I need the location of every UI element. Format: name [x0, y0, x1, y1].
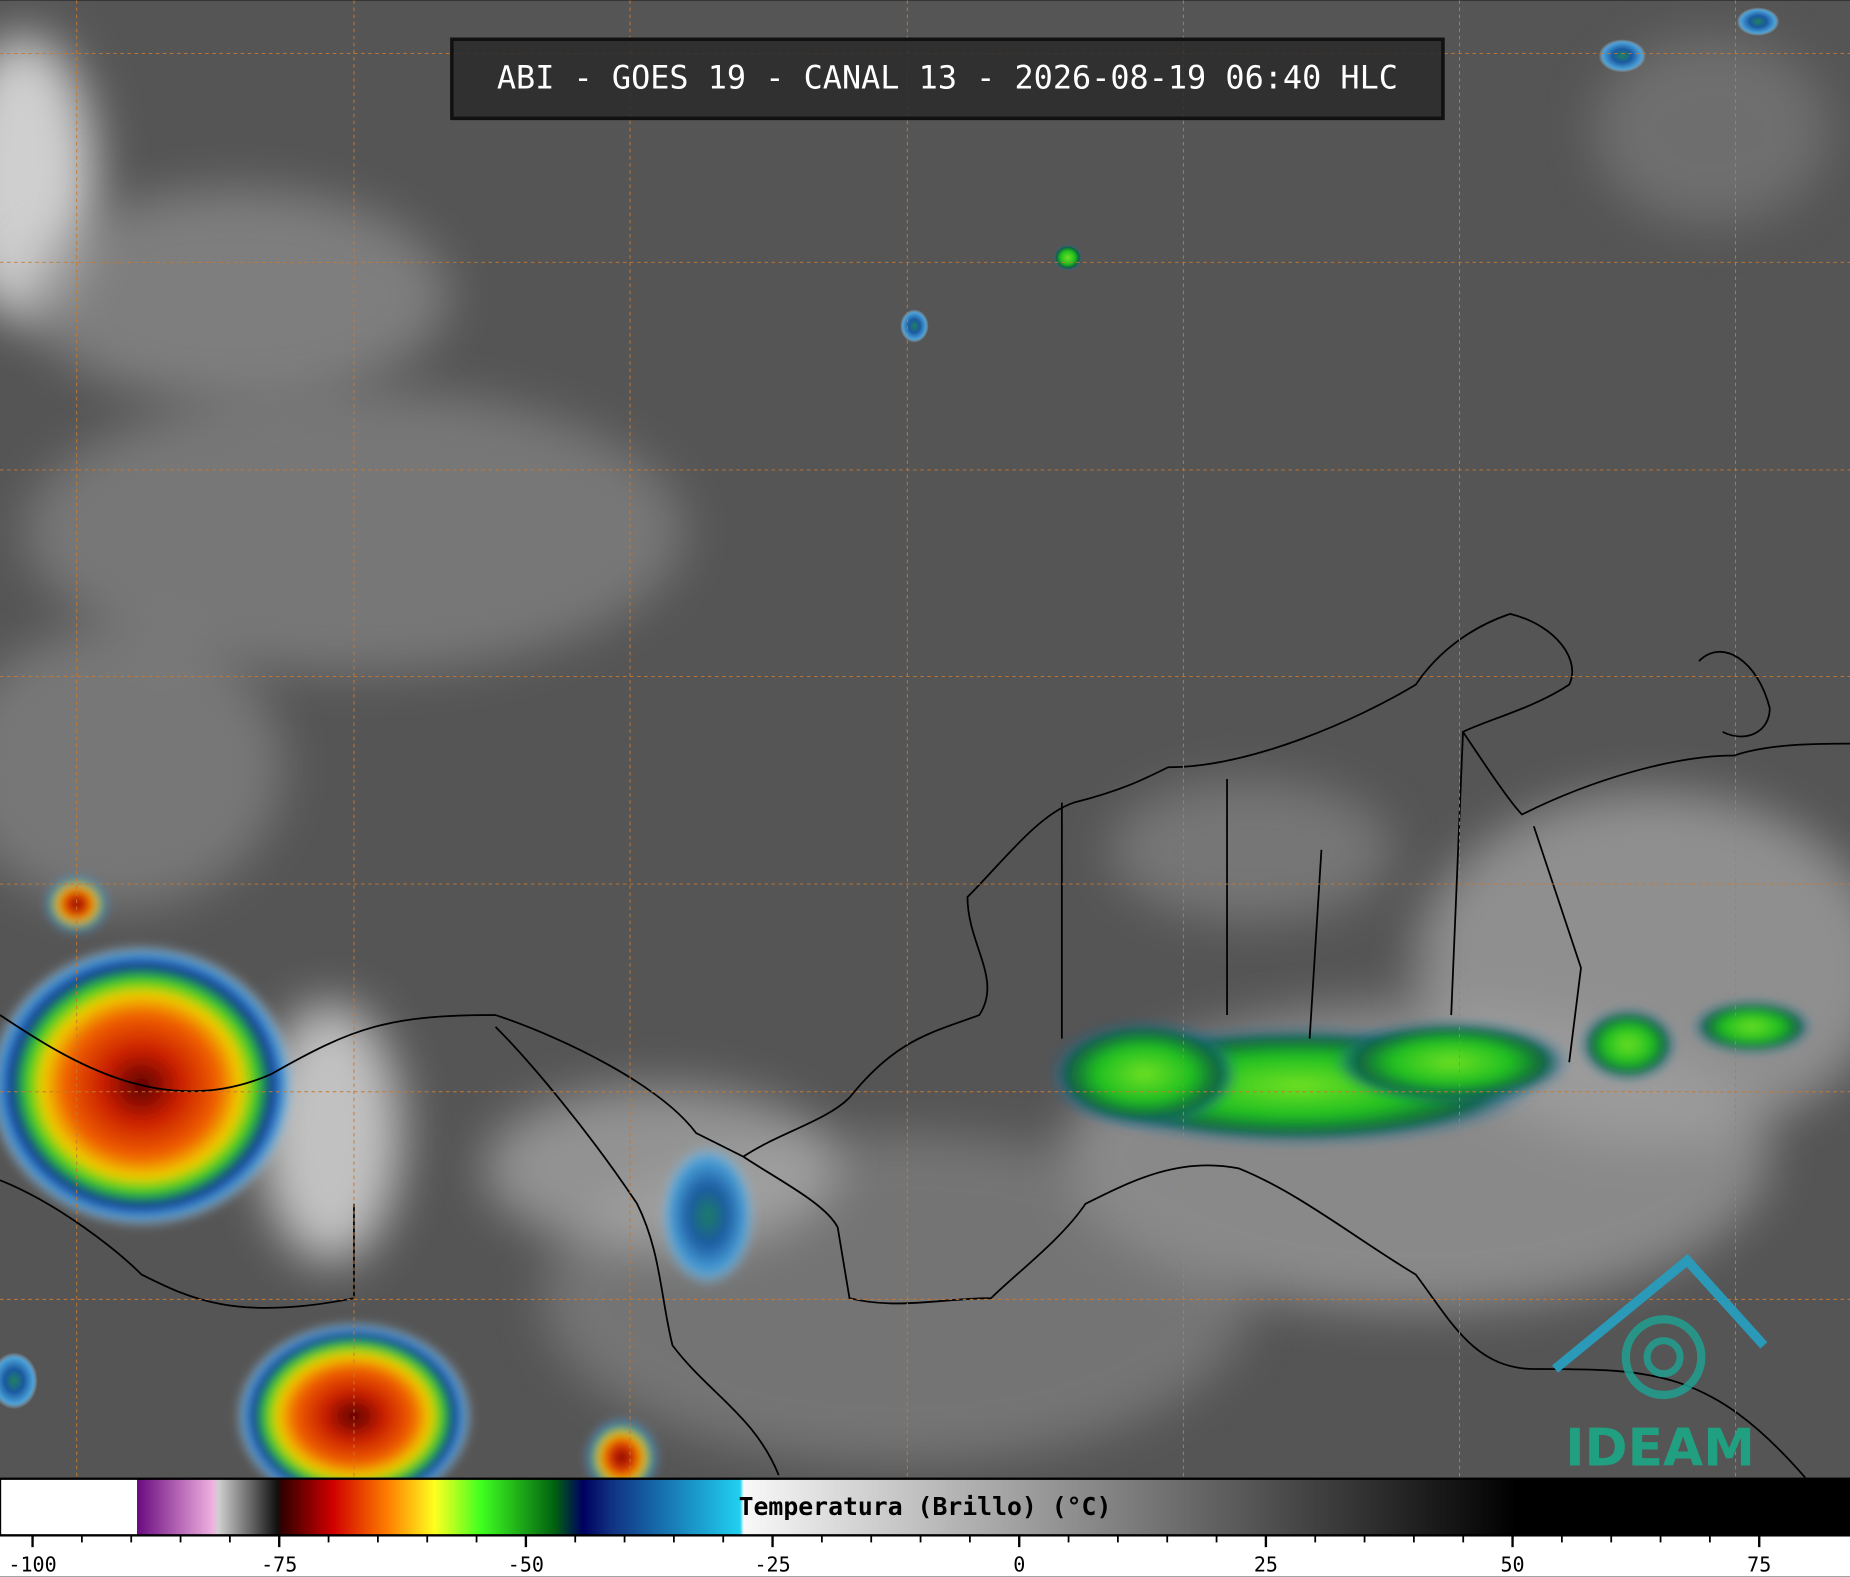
tick-label: -75 — [261, 1553, 297, 1577]
colorbar — [0, 1477, 1850, 1537]
graticule — [0, 0, 1850, 1478]
tick-label: 50 — [1500, 1553, 1524, 1577]
logo: IDEAM — [1552, 1253, 1768, 1479]
title: ABI - GOES 19 - CANAL 13 - 2026-08-19 06… — [497, 58, 1398, 96]
title-box — [450, 37, 1445, 121]
tick-label: -50 — [508, 1553, 544, 1577]
coastlines — [0, 612, 1850, 1479]
tick-label: -100 — [8, 1553, 56, 1577]
colorbar-label: Temperatura (Brillo) (°C) — [739, 1492, 1112, 1521]
tick-label: -25 — [754, 1553, 790, 1577]
tick-label: 75 — [1747, 1553, 1771, 1577]
colorbar-ticks: -100 -75 -50 -25 0 25 50 75 — [8, 1535, 1771, 1577]
tick-label: 0 — [1013, 1553, 1025, 1577]
logo-text: IDEAM — [1565, 1419, 1755, 1479]
tick-label: 25 — [1254, 1553, 1278, 1577]
